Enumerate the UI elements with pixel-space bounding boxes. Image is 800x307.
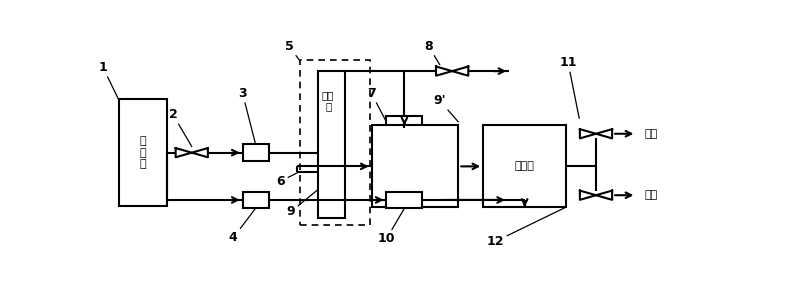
Polygon shape: [118, 99, 167, 206]
Text: 4: 4: [229, 208, 256, 244]
Text: 应用: 应用: [644, 190, 658, 200]
Text: 2: 2: [169, 108, 192, 146]
Text: 扩散
池: 扩散 池: [322, 90, 334, 111]
Text: 1: 1: [98, 61, 118, 99]
Text: 6: 6: [277, 172, 300, 188]
Polygon shape: [371, 126, 458, 207]
Polygon shape: [318, 71, 345, 218]
Text: 混合室: 混合室: [514, 161, 534, 171]
Text: 8: 8: [424, 40, 440, 65]
Text: 高
纯
氮: 高 纯 氮: [139, 136, 146, 169]
Polygon shape: [242, 192, 269, 208]
Text: 10: 10: [378, 208, 405, 246]
Text: 11: 11: [559, 56, 579, 119]
Text: 12: 12: [487, 207, 566, 248]
Polygon shape: [386, 192, 422, 208]
Polygon shape: [386, 116, 422, 128]
Text: 排空: 排空: [644, 129, 658, 139]
Text: 7: 7: [367, 87, 386, 122]
Polygon shape: [483, 126, 566, 207]
Text: 9: 9: [286, 189, 318, 218]
Polygon shape: [242, 144, 269, 161]
Text: 9': 9': [434, 94, 458, 122]
Text: 3: 3: [238, 87, 256, 144]
Text: 5: 5: [285, 40, 300, 60]
